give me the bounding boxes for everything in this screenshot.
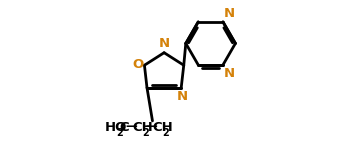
Text: —: — — [145, 120, 157, 133]
Text: N: N — [224, 67, 235, 80]
Text: N: N — [224, 7, 235, 20]
Text: 2: 2 — [163, 128, 169, 138]
Text: 2: 2 — [116, 128, 123, 138]
Text: —: — — [125, 120, 137, 133]
Text: CH: CH — [152, 121, 173, 134]
Text: N: N — [159, 37, 170, 50]
Text: CH: CH — [132, 121, 153, 134]
Text: C: C — [120, 121, 129, 134]
Text: N: N — [176, 90, 187, 103]
Text: O: O — [132, 58, 143, 71]
Text: 2: 2 — [143, 128, 149, 138]
Text: HO: HO — [105, 121, 127, 134]
